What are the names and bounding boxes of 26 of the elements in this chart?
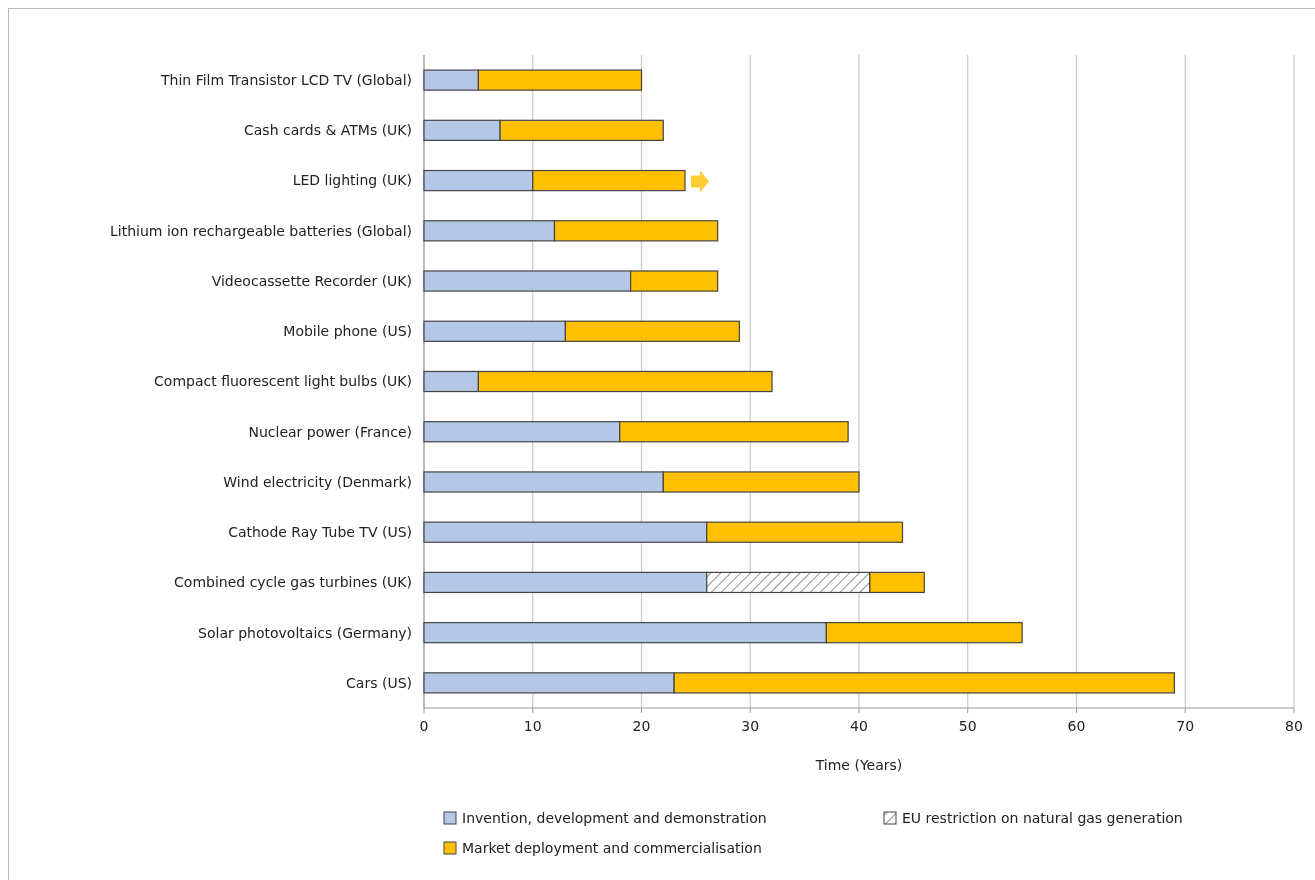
x-tick-label: 10 bbox=[523, 718, 542, 734]
y-tick-label: Videocassette Recorder (UK) bbox=[211, 272, 412, 289]
y-tick-label: Wind electricity (Denmark) bbox=[223, 473, 412, 490]
legend-label: EU restriction on natural gas generation bbox=[902, 809, 1183, 826]
x-tick-label: 70 bbox=[1176, 718, 1195, 734]
x-tick-label: 60 bbox=[1067, 718, 1086, 734]
legend-label: Market deployment and commercialisation bbox=[462, 839, 762, 856]
legend-label: Invention, development and demonstration bbox=[462, 809, 767, 826]
y-tick-label: LED lighting (UK) bbox=[292, 172, 412, 189]
y-tick-label: Mobile phone (US) bbox=[283, 323, 412, 340]
x-tick-label: 20 bbox=[632, 718, 651, 734]
y-tick-label: Cash cards & ATMs (UK) bbox=[244, 122, 412, 139]
y-tick-label: Thin Film Transistor LCD TV (Global) bbox=[160, 72, 412, 89]
y-tick-label: Cathode Ray Tube TV (US) bbox=[228, 524, 412, 541]
y-tick-label: Combined cycle gas turbines (UK) bbox=[174, 574, 412, 591]
y-tick-label: Nuclear power (France) bbox=[248, 423, 412, 440]
x-tick-label: 30 bbox=[741, 718, 760, 734]
y-tick-label: Cars (US) bbox=[346, 674, 412, 691]
y-tick-label: Lithium ion rechargeable batteries (Global) bbox=[110, 222, 412, 239]
x-axis-title: Time (Years) bbox=[814, 757, 903, 773]
y-tick-label: Solar photovoltaics (Germany) bbox=[198, 624, 412, 641]
x-tick-label: 50 bbox=[958, 718, 977, 734]
y-tick-label: Compact fluorescent light bulbs (UK) bbox=[154, 373, 412, 390]
x-tick-label: 0 bbox=[419, 718, 429, 734]
x-tick-label: 40 bbox=[850, 718, 868, 734]
x-tick-label: 80 bbox=[1285, 718, 1303, 734]
